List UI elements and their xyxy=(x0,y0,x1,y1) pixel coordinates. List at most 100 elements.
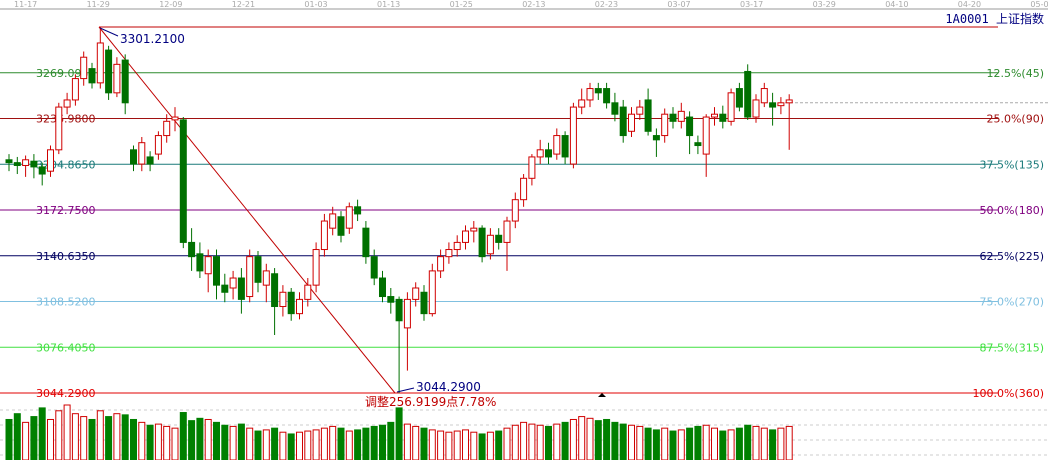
volume-bar xyxy=(213,421,220,460)
volume-bar xyxy=(379,424,386,460)
fib-percent-label: 87.5%(315) xyxy=(979,341,1044,354)
candle-body xyxy=(694,142,702,147)
high-price-label: 3301.2100 xyxy=(120,32,185,46)
volume-bar xyxy=(96,410,104,460)
candle-body xyxy=(702,116,710,155)
candle-body xyxy=(652,135,660,141)
fib-percent-label: 62.5%(225) xyxy=(979,250,1044,263)
candle-body xyxy=(578,99,586,108)
volume-bar xyxy=(312,429,320,460)
candle-body xyxy=(63,99,71,108)
candle-body xyxy=(445,249,453,258)
volume-bar xyxy=(354,429,362,460)
candle-body xyxy=(163,120,171,137)
date-tick-label: 03-07 xyxy=(667,0,690,9)
volume-bar xyxy=(279,431,287,460)
volume-bar xyxy=(395,407,403,460)
candle-body xyxy=(96,42,104,84)
candle-body xyxy=(171,116,179,121)
candle-body xyxy=(320,220,328,251)
low-pointer xyxy=(396,387,415,393)
candle-body xyxy=(22,159,30,166)
candle-body xyxy=(379,277,386,298)
volume-bar xyxy=(677,429,685,460)
volume-bar xyxy=(337,427,345,460)
volume-bar xyxy=(735,427,743,460)
volume-bar xyxy=(246,427,254,460)
candle-body xyxy=(603,88,611,104)
volume-bar xyxy=(578,416,586,460)
candle-body xyxy=(71,78,79,101)
candle-body xyxy=(569,106,577,165)
volume-bar xyxy=(113,413,121,460)
candle-body xyxy=(594,88,602,94)
candle-body xyxy=(619,106,627,137)
candle-body xyxy=(462,230,469,243)
candle-body xyxy=(711,113,718,118)
volume-bar xyxy=(719,430,727,460)
candle-body xyxy=(312,249,320,286)
volume-bar xyxy=(30,416,38,460)
candle-body xyxy=(130,149,137,165)
candle-body xyxy=(345,206,353,229)
candle-body xyxy=(437,256,445,272)
volume-bar xyxy=(163,425,171,460)
candle-body xyxy=(296,298,303,315)
candle-body xyxy=(262,270,270,286)
fib-percent-label: 37.5%(135) xyxy=(979,158,1044,171)
candle-body xyxy=(387,296,395,303)
volume-bar xyxy=(345,430,353,460)
volume-bar xyxy=(403,423,411,460)
volume-bar xyxy=(254,430,262,460)
candle-body xyxy=(337,216,345,236)
candle-body xyxy=(644,99,652,132)
volume-bar xyxy=(320,427,328,460)
volume-bar xyxy=(38,407,46,460)
fib-price-label: 3172.7500 xyxy=(36,204,96,217)
candle-body xyxy=(271,273,279,308)
date-tick-label: 04-10 xyxy=(885,0,908,9)
volume-bar xyxy=(462,429,469,460)
candle-body xyxy=(47,149,54,172)
volume-bar xyxy=(22,421,30,460)
volume-bar xyxy=(437,430,445,460)
date-tick-label: 04-20 xyxy=(958,0,981,9)
volume-bar xyxy=(204,418,212,460)
volume-bar xyxy=(619,423,627,460)
candle-body xyxy=(229,277,237,289)
date-tick-label: 11-17 xyxy=(14,0,37,9)
volume-bar xyxy=(196,417,204,460)
fib-percent-label: 25.0%(90) xyxy=(986,113,1044,126)
candle-body xyxy=(196,253,204,272)
volume-bar xyxy=(752,425,760,460)
volume-bar xyxy=(130,418,137,460)
candle-body xyxy=(669,113,677,122)
candle-body xyxy=(287,291,295,315)
candle-body xyxy=(528,156,536,179)
candle-body xyxy=(470,227,478,232)
candle-body xyxy=(395,298,403,322)
volume-bar xyxy=(661,427,669,460)
fib-price-label: 3044.2900 xyxy=(36,387,96,400)
volume-bar xyxy=(47,418,54,460)
candle-body xyxy=(5,159,13,164)
volume-bar xyxy=(237,423,245,460)
volume-bar xyxy=(221,424,229,460)
date-tick-label: 12-09 xyxy=(159,0,182,9)
volume-bar xyxy=(777,427,785,460)
candle-body xyxy=(154,135,162,155)
candle-body xyxy=(478,227,486,258)
candle-body xyxy=(553,135,561,155)
candle-body xyxy=(636,106,644,115)
volume-bar xyxy=(603,418,611,460)
candle-body xyxy=(138,142,146,165)
volume-bar xyxy=(362,427,370,460)
candle-body xyxy=(777,102,785,107)
volume-bar xyxy=(478,433,486,460)
volume-bar xyxy=(545,425,552,460)
volume-bar xyxy=(520,421,528,460)
candle-body xyxy=(536,149,544,158)
low-price-label: 3044.2900 xyxy=(416,380,481,394)
